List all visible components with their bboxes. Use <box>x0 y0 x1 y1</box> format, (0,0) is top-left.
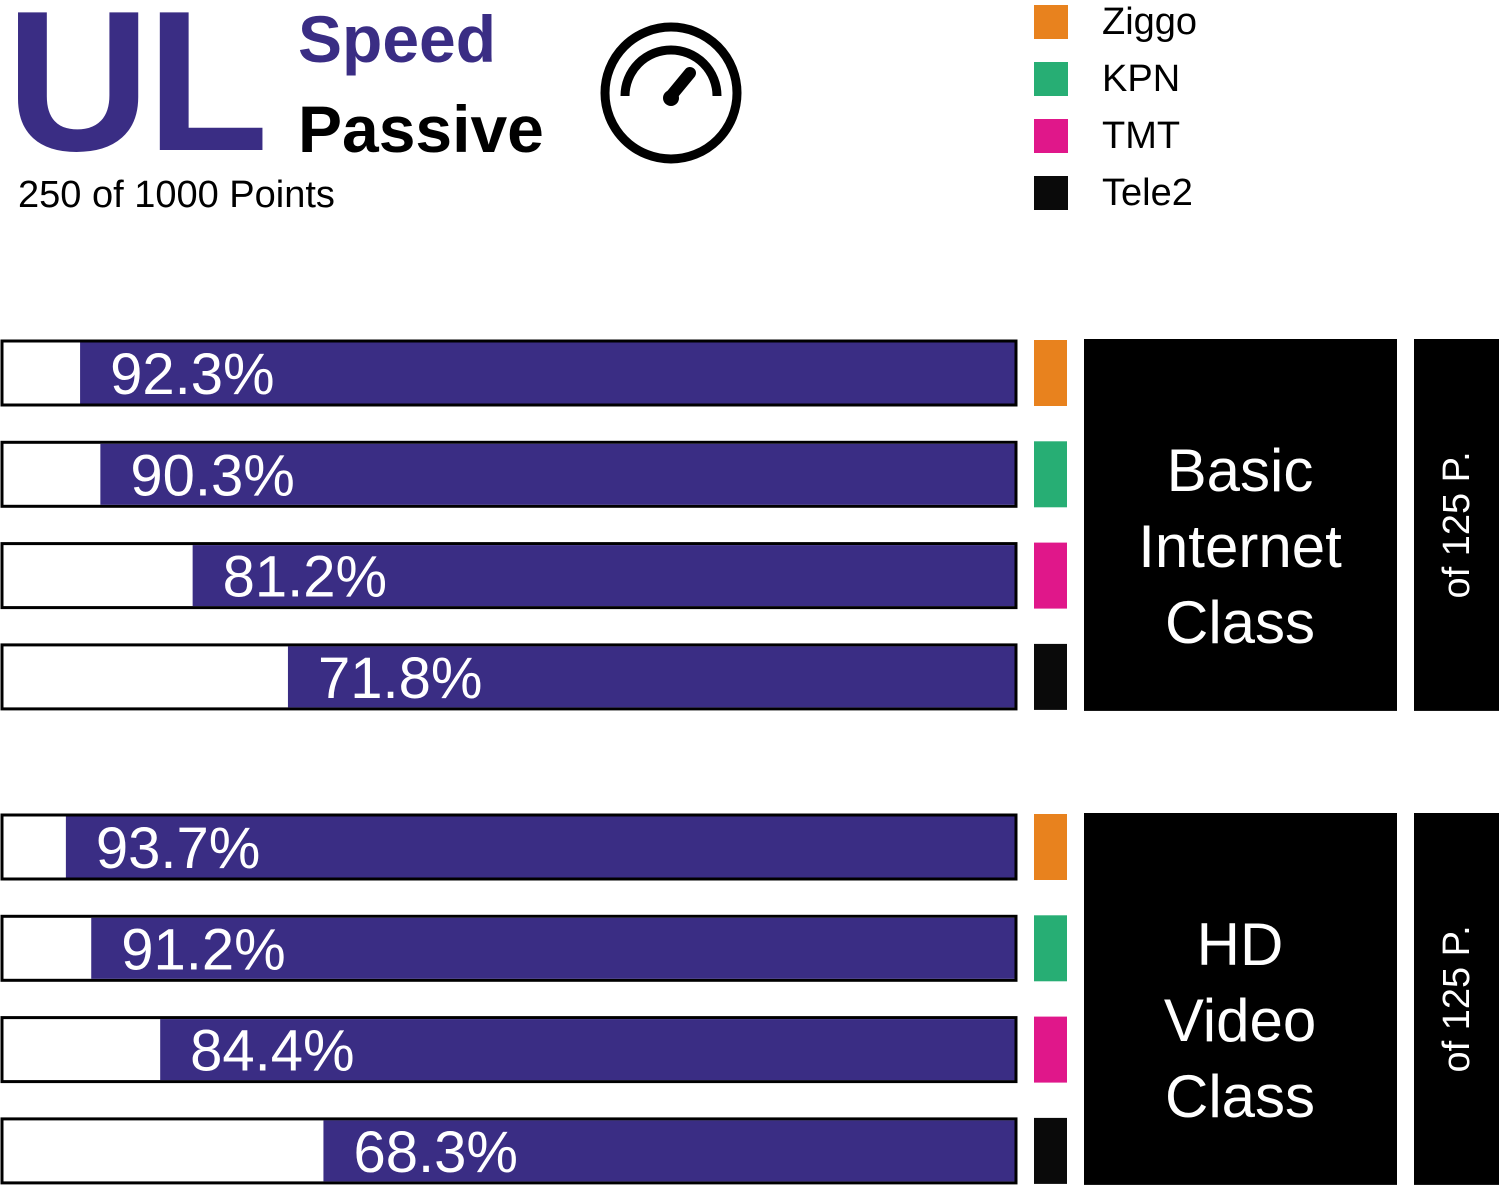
bar-tmt <box>192 545 1015 607</box>
bar-tele2 <box>323 1120 1015 1182</box>
legend-label: Tele2 <box>1102 172 1193 214</box>
class-label-line: Class <box>1165 589 1315 656</box>
value-label-tmt: 84.4% <box>190 1019 354 1084</box>
operator-marker-ziggo <box>1034 340 1067 406</box>
legend-swatch <box>1034 176 1068 210</box>
class-box <box>1084 813 1397 1185</box>
points-label: 250 of 1000 Points <box>18 174 335 216</box>
bar-group-2: 93.7% 91.2% 84.4% 68.3% HD Video Class of 125 P… <box>0 813 1499 1185</box>
class-label-line: Basic <box>1167 437 1314 504</box>
operator-marker-tmt <box>1034 1016 1067 1083</box>
value-label-ziggo: 93.7% <box>96 816 260 881</box>
legend-swatch <box>1034 62 1068 96</box>
legend-label: KPN <box>1102 58 1181 100</box>
passive-label: Passive <box>298 92 544 166</box>
speed-label: Speed <box>298 2 497 76</box>
value-label-kpn: 90.3% <box>130 443 294 508</box>
value-label-tmt: 81.2% <box>223 545 387 610</box>
points-box <box>1414 813 1499 1185</box>
points-label-vertical: of 125 P. <box>1436 451 1478 598</box>
operator-marker-tele2 <box>1034 643 1067 710</box>
class-label-line: Class <box>1165 1063 1315 1130</box>
class-label-line: Internet <box>1138 513 1342 580</box>
legend-swatch <box>1034 5 1068 39</box>
bar-kpn <box>91 917 1015 979</box>
bar-tmt <box>160 1019 1015 1081</box>
value-label-ziggo: 92.3% <box>110 342 274 407</box>
legend-swatch <box>1034 119 1068 153</box>
operator-marker-tele2 <box>1034 1117 1067 1184</box>
points-label-vertical: of 125 P. <box>1436 925 1478 1072</box>
operator-marker-ziggo <box>1034 814 1067 880</box>
value-label-kpn: 91.2% <box>121 917 285 982</box>
value-label-tele2: 68.3% <box>353 1120 517 1185</box>
operator-marker-kpn <box>1034 441 1067 508</box>
class-box <box>1084 339 1397 711</box>
legend-label: Ziggo <box>1102 1 1198 43</box>
bar-ziggo <box>65 816 1015 878</box>
category-title: UL <box>6 0 269 193</box>
operator-marker-kpn <box>1034 915 1067 982</box>
speedometer-icon <box>600 22 742 164</box>
bar-ziggo <box>80 342 1015 404</box>
operator-marker-tmt <box>1034 542 1067 609</box>
points-box <box>1414 339 1499 711</box>
bar-tele2 <box>287 646 1015 708</box>
legend-label: TMT <box>1102 115 1181 157</box>
class-label-line: Video <box>1164 987 1316 1054</box>
bar-kpn <box>100 443 1015 505</box>
bar-group-1: 92.3% 90.3% 81.2% 71.8% Basic Internet Class of… <box>0 339 1499 711</box>
value-label-tele2: 71.8% <box>318 646 482 711</box>
class-label-line: HD <box>1197 911 1284 978</box>
